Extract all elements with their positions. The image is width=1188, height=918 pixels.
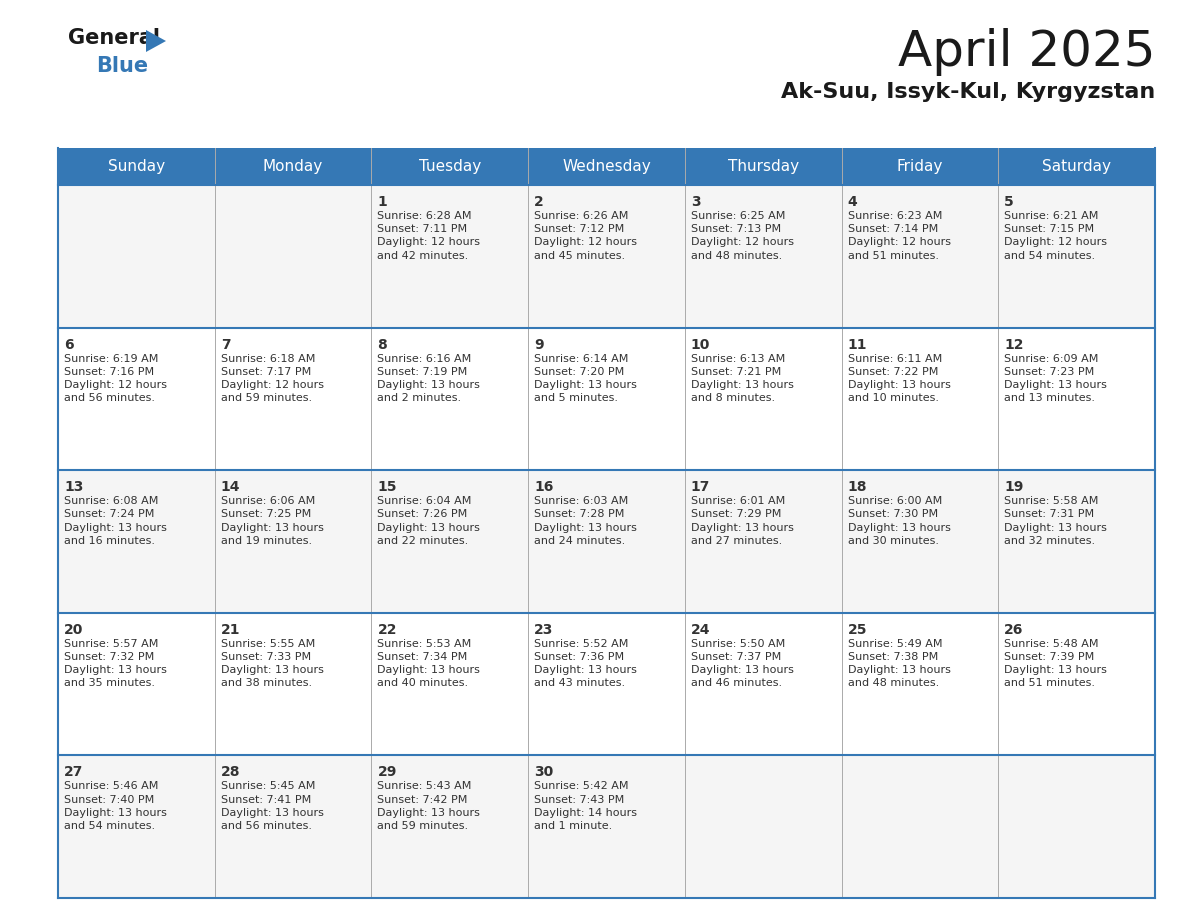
Text: 15: 15 bbox=[378, 480, 397, 494]
Text: Sunday: Sunday bbox=[108, 159, 165, 174]
Text: 17: 17 bbox=[691, 480, 710, 494]
Text: Sunrise: 6:16 AM
Sunset: 7:19 PM
Daylight: 13 hours
and 2 minutes.: Sunrise: 6:16 AM Sunset: 7:19 PM Dayligh… bbox=[378, 353, 480, 403]
Text: 5: 5 bbox=[1004, 195, 1015, 209]
Text: Saturday: Saturday bbox=[1042, 159, 1111, 174]
Bar bbox=[58, 613, 1155, 756]
Text: Sunrise: 6:00 AM
Sunset: 7:30 PM
Daylight: 13 hours
and 30 minutes.: Sunrise: 6:00 AM Sunset: 7:30 PM Dayligh… bbox=[847, 497, 950, 546]
Text: Sunrise: 6:19 AM
Sunset: 7:16 PM
Daylight: 12 hours
and 56 minutes.: Sunrise: 6:19 AM Sunset: 7:16 PM Dayligh… bbox=[64, 353, 168, 403]
Text: 26: 26 bbox=[1004, 622, 1024, 637]
Text: 13: 13 bbox=[64, 480, 83, 494]
Text: 10: 10 bbox=[691, 338, 710, 352]
Text: Tuesday: Tuesday bbox=[418, 159, 481, 174]
Text: 22: 22 bbox=[378, 622, 397, 637]
Text: Sunrise: 6:06 AM
Sunset: 7:25 PM
Daylight: 13 hours
and 19 minutes.: Sunrise: 6:06 AM Sunset: 7:25 PM Dayligh… bbox=[221, 497, 323, 546]
Text: Sunrise: 5:48 AM
Sunset: 7:39 PM
Daylight: 13 hours
and 51 minutes.: Sunrise: 5:48 AM Sunset: 7:39 PM Dayligh… bbox=[1004, 639, 1107, 688]
Bar bbox=[58, 328, 1155, 470]
Text: Sunrise: 6:01 AM
Sunset: 7:29 PM
Daylight: 13 hours
and 27 minutes.: Sunrise: 6:01 AM Sunset: 7:29 PM Dayligh… bbox=[691, 497, 794, 546]
Text: Thursday: Thursday bbox=[728, 159, 798, 174]
Text: 16: 16 bbox=[535, 480, 554, 494]
Text: 23: 23 bbox=[535, 622, 554, 637]
Text: Sunrise: 5:55 AM
Sunset: 7:33 PM
Daylight: 13 hours
and 38 minutes.: Sunrise: 5:55 AM Sunset: 7:33 PM Dayligh… bbox=[221, 639, 323, 688]
Text: Sunrise: 5:52 AM
Sunset: 7:36 PM
Daylight: 13 hours
and 43 minutes.: Sunrise: 5:52 AM Sunset: 7:36 PM Dayligh… bbox=[535, 639, 637, 688]
Text: 20: 20 bbox=[64, 622, 83, 637]
Bar bbox=[58, 756, 1155, 898]
Text: Friday: Friday bbox=[897, 159, 943, 174]
Text: Ak-Suu, Issyk-Kul, Kyrgyzstan: Ak-Suu, Issyk-Kul, Kyrgyzstan bbox=[781, 82, 1155, 102]
Text: Sunrise: 5:46 AM
Sunset: 7:40 PM
Daylight: 13 hours
and 54 minutes.: Sunrise: 5:46 AM Sunset: 7:40 PM Dayligh… bbox=[64, 781, 166, 831]
Text: Sunrise: 6:08 AM
Sunset: 7:24 PM
Daylight: 13 hours
and 16 minutes.: Sunrise: 6:08 AM Sunset: 7:24 PM Dayligh… bbox=[64, 497, 166, 546]
Text: Sunrise: 5:42 AM
Sunset: 7:43 PM
Daylight: 14 hours
and 1 minute.: Sunrise: 5:42 AM Sunset: 7:43 PM Dayligh… bbox=[535, 781, 637, 831]
Text: 14: 14 bbox=[221, 480, 240, 494]
Text: Sunrise: 6:03 AM
Sunset: 7:28 PM
Daylight: 13 hours
and 24 minutes.: Sunrise: 6:03 AM Sunset: 7:28 PM Dayligh… bbox=[535, 497, 637, 546]
Text: 27: 27 bbox=[64, 766, 83, 779]
Bar bbox=[58, 185, 1155, 328]
Bar bbox=[58, 470, 1155, 613]
Text: Monday: Monday bbox=[263, 159, 323, 174]
Text: 25: 25 bbox=[847, 622, 867, 637]
Text: Sunrise: 5:57 AM
Sunset: 7:32 PM
Daylight: 13 hours
and 35 minutes.: Sunrise: 5:57 AM Sunset: 7:32 PM Dayligh… bbox=[64, 639, 166, 688]
Text: 18: 18 bbox=[847, 480, 867, 494]
Text: 24: 24 bbox=[691, 622, 710, 637]
Text: 6: 6 bbox=[64, 338, 74, 352]
Text: Sunrise: 6:25 AM
Sunset: 7:13 PM
Daylight: 12 hours
and 48 minutes.: Sunrise: 6:25 AM Sunset: 7:13 PM Dayligh… bbox=[691, 211, 794, 261]
Text: 3: 3 bbox=[691, 195, 701, 209]
Text: 21: 21 bbox=[221, 622, 240, 637]
Text: Wednesday: Wednesday bbox=[562, 159, 651, 174]
Text: Sunrise: 6:04 AM
Sunset: 7:26 PM
Daylight: 13 hours
and 22 minutes.: Sunrise: 6:04 AM Sunset: 7:26 PM Dayligh… bbox=[378, 497, 480, 546]
Text: Sunrise: 5:45 AM
Sunset: 7:41 PM
Daylight: 13 hours
and 56 minutes.: Sunrise: 5:45 AM Sunset: 7:41 PM Dayligh… bbox=[221, 781, 323, 831]
Text: 11: 11 bbox=[847, 338, 867, 352]
Text: Sunrise: 6:09 AM
Sunset: 7:23 PM
Daylight: 13 hours
and 13 minutes.: Sunrise: 6:09 AM Sunset: 7:23 PM Dayligh… bbox=[1004, 353, 1107, 403]
Text: Sunrise: 5:49 AM
Sunset: 7:38 PM
Daylight: 13 hours
and 48 minutes.: Sunrise: 5:49 AM Sunset: 7:38 PM Dayligh… bbox=[847, 639, 950, 688]
Text: Sunrise: 6:18 AM
Sunset: 7:17 PM
Daylight: 12 hours
and 59 minutes.: Sunrise: 6:18 AM Sunset: 7:17 PM Dayligh… bbox=[221, 353, 323, 403]
Text: 28: 28 bbox=[221, 766, 240, 779]
Text: Sunrise: 6:28 AM
Sunset: 7:11 PM
Daylight: 12 hours
and 42 minutes.: Sunrise: 6:28 AM Sunset: 7:11 PM Dayligh… bbox=[378, 211, 480, 261]
Text: 29: 29 bbox=[378, 766, 397, 779]
Text: 4: 4 bbox=[847, 195, 858, 209]
Text: Sunrise: 5:53 AM
Sunset: 7:34 PM
Daylight: 13 hours
and 40 minutes.: Sunrise: 5:53 AM Sunset: 7:34 PM Dayligh… bbox=[378, 639, 480, 688]
Text: 8: 8 bbox=[378, 338, 387, 352]
Text: 7: 7 bbox=[221, 338, 230, 352]
Text: Sunrise: 5:58 AM
Sunset: 7:31 PM
Daylight: 13 hours
and 32 minutes.: Sunrise: 5:58 AM Sunset: 7:31 PM Dayligh… bbox=[1004, 497, 1107, 546]
Text: General: General bbox=[68, 28, 160, 48]
Text: 12: 12 bbox=[1004, 338, 1024, 352]
Text: 30: 30 bbox=[535, 766, 554, 779]
Text: Sunrise: 5:43 AM
Sunset: 7:42 PM
Daylight: 13 hours
and 59 minutes.: Sunrise: 5:43 AM Sunset: 7:42 PM Dayligh… bbox=[378, 781, 480, 831]
Text: Sunrise: 6:13 AM
Sunset: 7:21 PM
Daylight: 13 hours
and 8 minutes.: Sunrise: 6:13 AM Sunset: 7:21 PM Dayligh… bbox=[691, 353, 794, 403]
Text: Sunrise: 6:14 AM
Sunset: 7:20 PM
Daylight: 13 hours
and 5 minutes.: Sunrise: 6:14 AM Sunset: 7:20 PM Dayligh… bbox=[535, 353, 637, 403]
Text: Sunrise: 6:11 AM
Sunset: 7:22 PM
Daylight: 13 hours
and 10 minutes.: Sunrise: 6:11 AM Sunset: 7:22 PM Dayligh… bbox=[847, 353, 950, 403]
Text: Sunrise: 6:21 AM
Sunset: 7:15 PM
Daylight: 12 hours
and 54 minutes.: Sunrise: 6:21 AM Sunset: 7:15 PM Dayligh… bbox=[1004, 211, 1107, 261]
Text: Sunrise: 6:23 AM
Sunset: 7:14 PM
Daylight: 12 hours
and 51 minutes.: Sunrise: 6:23 AM Sunset: 7:14 PM Dayligh… bbox=[847, 211, 950, 261]
Bar bbox=[58, 148, 1155, 185]
Text: 19: 19 bbox=[1004, 480, 1024, 494]
Text: Sunrise: 5:50 AM
Sunset: 7:37 PM
Daylight: 13 hours
and 46 minutes.: Sunrise: 5:50 AM Sunset: 7:37 PM Dayligh… bbox=[691, 639, 794, 688]
Polygon shape bbox=[146, 30, 166, 52]
Text: April 2025: April 2025 bbox=[897, 28, 1155, 76]
Text: 1: 1 bbox=[378, 195, 387, 209]
Text: Blue: Blue bbox=[96, 56, 148, 76]
Text: 2: 2 bbox=[535, 195, 544, 209]
Text: Sunrise: 6:26 AM
Sunset: 7:12 PM
Daylight: 12 hours
and 45 minutes.: Sunrise: 6:26 AM Sunset: 7:12 PM Dayligh… bbox=[535, 211, 637, 261]
Text: 9: 9 bbox=[535, 338, 544, 352]
